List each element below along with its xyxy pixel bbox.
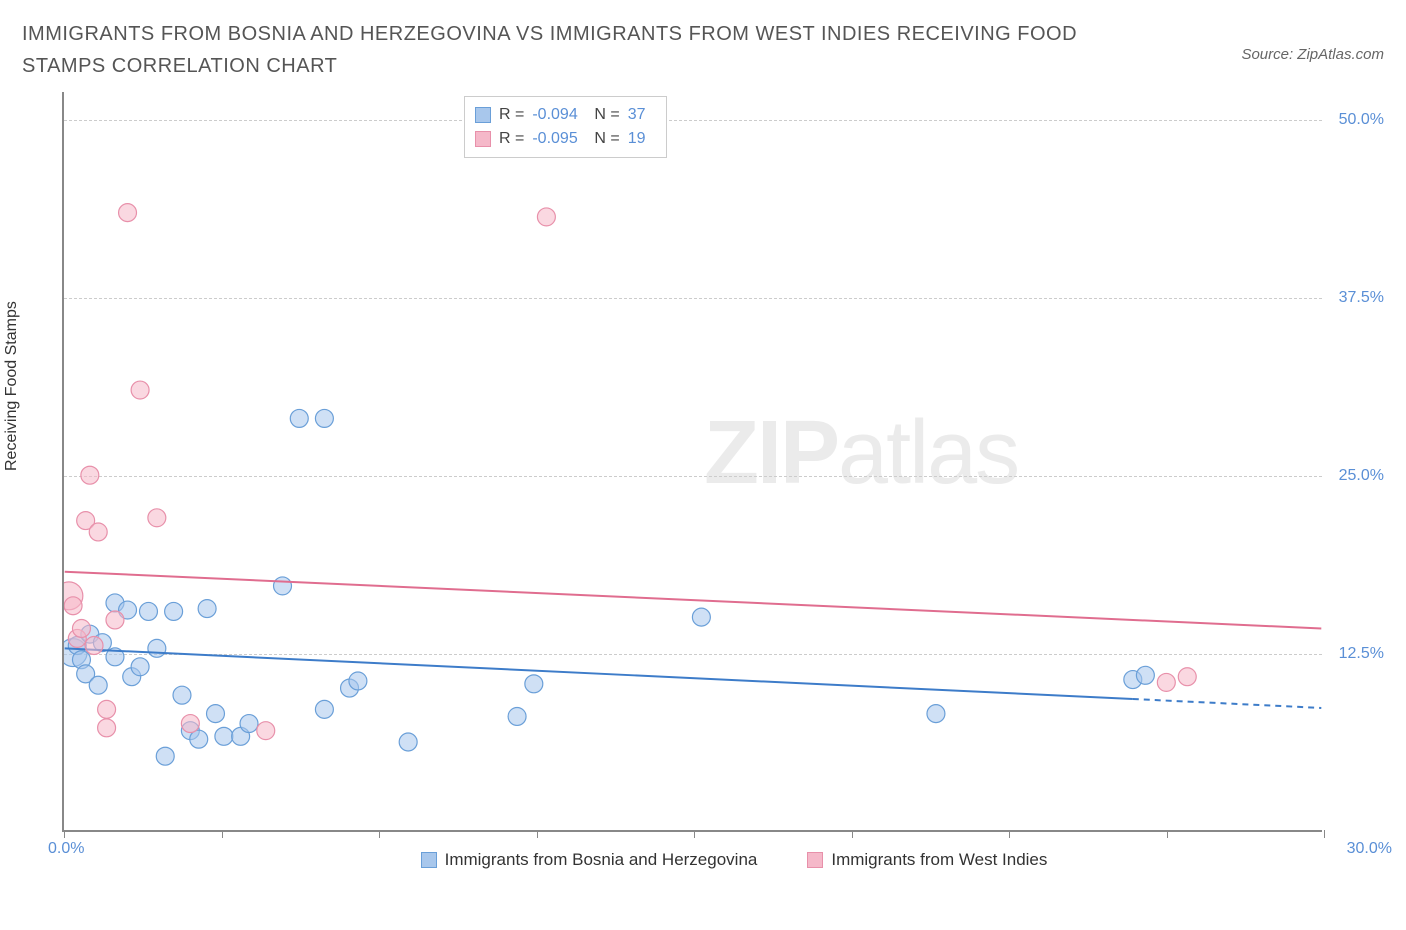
scatter-point — [148, 509, 166, 527]
scatter-point — [89, 676, 107, 694]
scatter-svg — [64, 92, 1322, 830]
scatter-point — [257, 722, 275, 740]
scatter-point — [85, 637, 103, 655]
chart-title: IMMIGRANTS FROM BOSNIA AND HERZEGOVINA V… — [22, 18, 1122, 82]
scatter-point — [349, 672, 367, 690]
scatter-point — [72, 619, 90, 637]
scatter-point — [98, 700, 116, 718]
scatter-point — [1157, 673, 1175, 691]
bottom-legend: Immigrants from Bosnia and Herzegovina I… — [104, 850, 1364, 870]
scatter-point — [148, 639, 166, 657]
scatter-point — [198, 600, 216, 618]
scatter-point — [207, 705, 225, 723]
scatter-point — [98, 719, 116, 737]
scatter-point — [1136, 666, 1154, 684]
n-value-1: 37 — [628, 103, 656, 127]
scatter-point — [165, 602, 183, 620]
scatter-point — [399, 733, 417, 751]
scatter-point — [508, 707, 526, 725]
y-tick-label: 25.0% — [1339, 467, 1384, 485]
scatter-point — [1178, 668, 1196, 686]
r-value-2: -0.095 — [532, 127, 586, 151]
bottom-label-1: Immigrants from Bosnia and Herzegovina — [445, 850, 758, 870]
legend-row-1: R = -0.094 N = 37 — [475, 103, 656, 127]
scatter-point — [131, 381, 149, 399]
scatter-point — [89, 523, 107, 541]
n-value-2: 19 — [628, 127, 656, 151]
title-bar: IMMIGRANTS FROM BOSNIA AND HERZEGOVINA V… — [0, 0, 1406, 88]
correlation-legend: R = -0.094 N = 37 R = -0.095 N = 19 — [464, 96, 667, 158]
scatter-point — [290, 409, 308, 427]
scatter-point — [240, 715, 258, 733]
legend-row-2: R = -0.095 N = 19 — [475, 127, 656, 151]
bottom-legend-item-1: Immigrants from Bosnia and Herzegovina — [421, 850, 758, 870]
plot-area: ZIPatlas 12.5%25.0%37.5%50.0% 0.0% 30.0%… — [62, 92, 1322, 832]
scatter-point — [315, 700, 333, 718]
bottom-legend-item-2: Immigrants from West Indies — [807, 850, 1047, 870]
scatter-point — [927, 705, 945, 723]
trend-line — [65, 648, 1133, 699]
trend-line-extrapolated — [1133, 699, 1321, 708]
chart-container: Receiving Food Stamps ZIPatlas 12.5%25.0… — [22, 92, 1384, 880]
scatter-point — [173, 686, 191, 704]
y-tick-label: 50.0% — [1339, 111, 1384, 129]
scatter-point — [181, 715, 199, 733]
scatter-point — [131, 658, 149, 676]
legend-swatch-1 — [475, 107, 491, 123]
y-tick-label: 12.5% — [1339, 645, 1384, 663]
source-attribution: Source: ZipAtlas.com — [1241, 18, 1384, 63]
scatter-point — [156, 747, 174, 765]
scatter-point — [119, 204, 137, 222]
y-axis-label: Receiving Food Stamps — [3, 301, 21, 471]
legend-swatch-2 — [475, 131, 491, 147]
scatter-point — [140, 602, 158, 620]
scatter-point — [692, 608, 710, 626]
scatter-point — [64, 597, 82, 615]
bottom-swatch-2 — [807, 852, 823, 868]
scatter-point — [525, 675, 543, 693]
scatter-point — [106, 611, 124, 629]
x-tick-label-first: 0.0% — [48, 840, 84, 858]
y-tick-label: 37.5% — [1339, 289, 1384, 307]
scatter-point — [274, 577, 292, 595]
scatter-point — [81, 466, 99, 484]
scatter-point — [537, 208, 555, 226]
bottom-swatch-1 — [421, 852, 437, 868]
scatter-point — [215, 727, 233, 745]
r-value-1: -0.094 — [532, 103, 586, 127]
bottom-label-2: Immigrants from West Indies — [831, 850, 1047, 870]
scatter-point — [315, 409, 333, 427]
